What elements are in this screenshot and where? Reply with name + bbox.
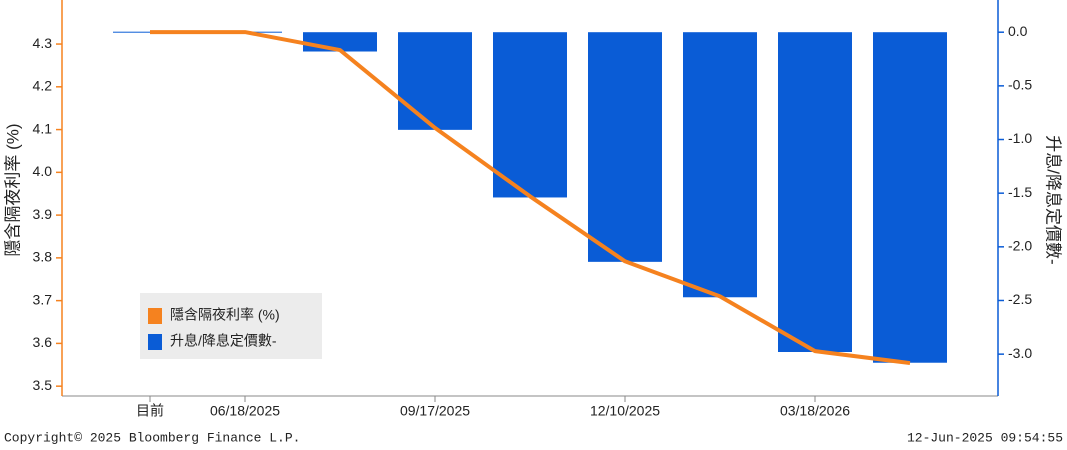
x-tick-label: 06/18/2025 <box>210 403 280 419</box>
bar <box>493 32 567 198</box>
y-tick-label: 3.8 <box>33 249 53 265</box>
x-tick-label: 12/10/2025 <box>590 403 660 419</box>
bar <box>398 32 472 130</box>
y-tick-label: 4.3 <box>33 35 53 51</box>
y-tick-label: 3.7 <box>33 291 53 307</box>
y2-tick-label: -1.5 <box>1008 184 1032 200</box>
bar <box>588 32 662 262</box>
copyright: Copyright© 2025 Bloomberg Finance L.P. <box>4 430 300 445</box>
line <box>150 30 911 366</box>
y-tick-label: 3.6 <box>33 334 53 350</box>
legend-box <box>140 293 322 359</box>
x-tick-label: 09/17/2025 <box>400 403 470 419</box>
y2-tick-label: 0.0 <box>1008 23 1028 39</box>
y2-tick-label: -3.0 <box>1008 345 1032 361</box>
bar <box>683 32 757 298</box>
y-tick-label: 4.1 <box>33 120 53 136</box>
y-axis-title: 隱含隔夜利率 (%) <box>3 123 22 256</box>
y2-tick-label: -0.5 <box>1008 77 1032 93</box>
legend-label: 隱含隔夜利率 (%) <box>170 307 280 323</box>
y-tick-label: 4.0 <box>33 163 53 179</box>
legend-swatch <box>148 308 162 324</box>
x-tick-label: 目前 <box>136 403 164 419</box>
bar <box>873 32 947 363</box>
y2-tick-label: -2.5 <box>1008 291 1032 307</box>
x-tick-label: 03/18/2026 <box>780 403 850 419</box>
y-tick-label: 3.5 <box>33 377 53 393</box>
y2-axis-title: 升息/降息定價數- <box>1044 135 1063 264</box>
legend-swatch <box>148 334 162 350</box>
y2-tick-label: -2.0 <box>1008 238 1032 254</box>
y-tick-label: 4.2 <box>33 78 53 94</box>
timestamp: 12-Jun-2025 09:54:55 <box>907 430 1063 445</box>
y-tick-label: 3.9 <box>33 206 53 222</box>
legend-label: 升息/降息定價數- <box>170 333 277 349</box>
y2-tick-label: -1.0 <box>1008 130 1032 146</box>
bar <box>778 32 852 352</box>
